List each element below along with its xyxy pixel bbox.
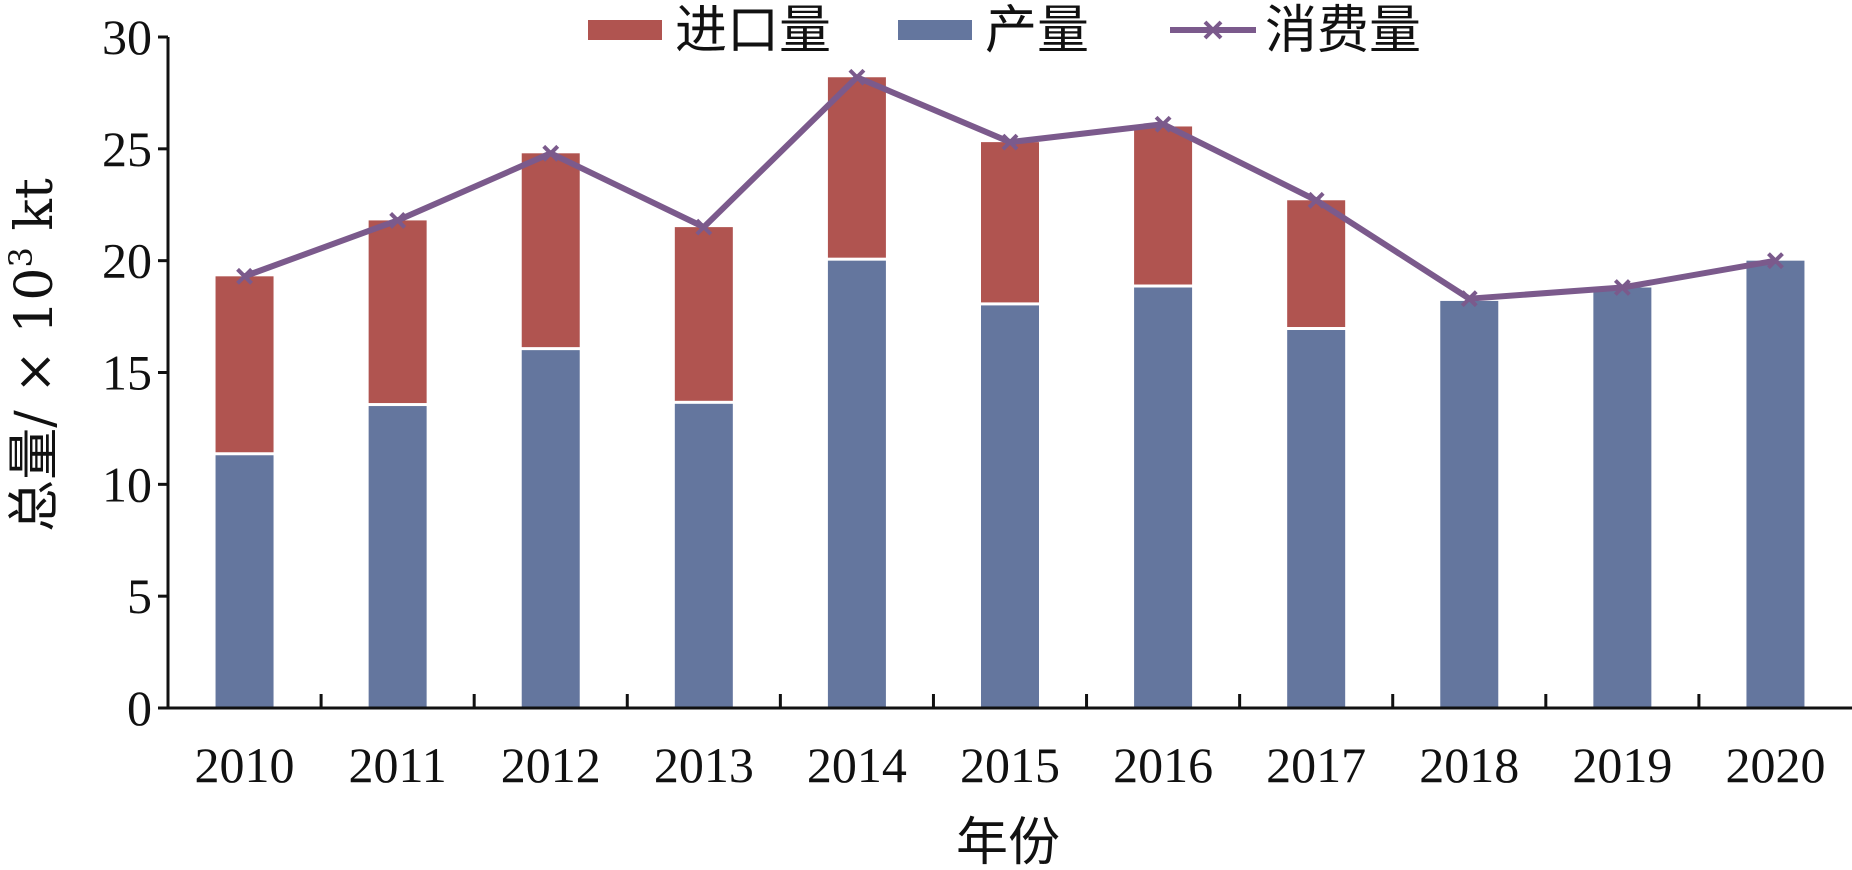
y-tick-label-10: 10 — [102, 456, 152, 512]
legend-swatch-进口量 — [588, 20, 662, 40]
x-tick-label-2017: 2017 — [1266, 737, 1366, 793]
legend-swatch-产量 — [898, 20, 972, 40]
x-tick-label-2012: 2012 — [501, 737, 601, 793]
marker-consumption-2019 — [1613, 279, 1631, 296]
y-axis-title: 总量/ × 103 kt — [2, 178, 65, 532]
bar-production-2010 — [215, 455, 274, 708]
bar-import-2012 — [521, 153, 580, 348]
x-tick-label-2014: 2014 — [807, 737, 907, 793]
legend: 进口量 产量 消费量 — [588, 1, 1421, 61]
bar-production-2012 — [521, 350, 580, 708]
x-tick-label-2011: 2011 — [349, 737, 447, 793]
bar-production-2014 — [827, 260, 886, 708]
marker-consumption-2012 — [542, 144, 560, 162]
bar-production-2016 — [1134, 287, 1193, 708]
axes-layer: 0 5 10 15 20 25 30 2010 2011 2012 2013 2014 2015 2016… — [102, 9, 1852, 793]
x-tick-label-2020: 2020 — [1725, 737, 1825, 793]
bar-production-2019 — [1593, 287, 1652, 708]
bar-production-2011 — [368, 406, 427, 708]
bar-import-2011 — [368, 220, 427, 404]
marker-consumption-2010 — [236, 267, 253, 285]
y-axis-title-exponent: 3 — [2, 247, 40, 267]
y-axis-title-main: 总量/ × 10 — [5, 267, 65, 531]
marker-consumption-2016 — [1154, 115, 1172, 133]
consumption-line-layer — [236, 68, 1784, 308]
legend-marker-消费量 — [1203, 20, 1223, 40]
y-tick-label-15: 15 — [102, 345, 152, 401]
legend-label-消费量: 消费量 — [1265, 1, 1421, 61]
legend-label-产量: 产量 — [985, 1, 1089, 61]
y-tick-label-0: 0 — [127, 680, 152, 736]
y-tick-label-20: 20 — [102, 233, 152, 289]
marker-consumption-2018 — [1460, 290, 1478, 308]
bar-import-2016 — [1134, 126, 1193, 285]
legend-label-进口量: 进口量 — [675, 1, 831, 61]
marker-consumption-2020 — [1767, 252, 1784, 270]
bar-production-2018 — [1440, 300, 1499, 708]
bar-import-2017 — [1287, 200, 1346, 328]
x-tick-label-2010: 2010 — [195, 737, 295, 793]
x-tick-label-2015: 2015 — [960, 737, 1060, 793]
x-tick-label-2018: 2018 — [1419, 737, 1519, 793]
x-tick-label-2016: 2016 — [1113, 737, 1213, 793]
marker-consumption-2011 — [389, 211, 407, 229]
marker-consumption-2014 — [848, 68, 866, 86]
bar-production-2020 — [1746, 260, 1805, 708]
y-tick-label-5: 5 — [127, 568, 152, 624]
y-tick-label-25: 25 — [102, 121, 152, 177]
x-tick-label-2019: 2019 — [1572, 737, 1672, 793]
x-axis-title: 年份 — [956, 813, 1060, 870]
marker-consumption-2013 — [695, 218, 713, 236]
bar-production-2013 — [674, 403, 733, 708]
bar-production-2017 — [1287, 330, 1346, 708]
bar-import-2015 — [981, 142, 1039, 303]
y-axis-title-unit: kt — [5, 178, 65, 247]
bars-layer — [215, 77, 1805, 708]
y-tick-label-30: 30 — [102, 9, 152, 65]
bar-import-2010 — [215, 276, 274, 453]
bar-production-2015 — [981, 305, 1039, 708]
bar-import-2014 — [827, 77, 886, 258]
marker-consumption-2017 — [1307, 191, 1325, 209]
marker-consumption-2015 — [1001, 133, 1019, 151]
x-tick-label-2013: 2013 — [654, 737, 754, 793]
bar-import-2013 — [674, 227, 733, 401]
